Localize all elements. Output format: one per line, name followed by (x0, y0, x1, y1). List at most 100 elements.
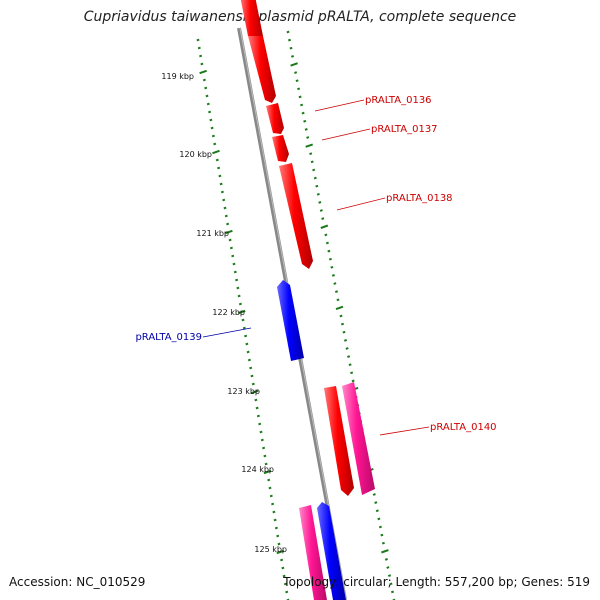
inner-tick-37 (244, 334, 248, 338)
inner-tick-44 (250, 389, 259, 395)
inner-tick-25 (228, 238, 232, 242)
gene-label-pRALTA_0139[interactable]: pRALTA_0139 (135, 332, 202, 343)
outer-tick-30 (331, 274, 335, 277)
outer-tick-11 (303, 119, 307, 123)
inner-tick-66 (281, 566, 285, 570)
outer-tick-27 (327, 249, 331, 253)
inner-tick-51 (262, 446, 266, 450)
outer-tick-3 (290, 54, 295, 58)
inner-tick-28 (232, 262, 236, 266)
outer-tick-26 (325, 241, 329, 245)
outer-tick-25 (324, 233, 328, 237)
gene-arrow-pRALTA_0140a[interactable] (324, 386, 354, 496)
outer-tick-34 (335, 305, 344, 311)
inner-tick-21 (223, 206, 227, 210)
inner-tick-45 (254, 398, 258, 402)
inner-tick-58 (271, 502, 275, 506)
outer-tick-24 (320, 224, 329, 229)
inner-tick-69 (285, 590, 289, 594)
map-title: Cupriavidus taiwanensis plasmid pRALTA, … (83, 9, 517, 25)
gene-label-pRALTA_0137[interactable]: pRALTA_0137 (371, 124, 438, 135)
gene-arrow-pRALTA_0138[interactable] (279, 163, 313, 269)
outer-tick-16 (310, 160, 314, 164)
tick-label-122: 122 kbp (212, 308, 245, 317)
inner-tick-46 (255, 406, 259, 410)
inner-tick-8 (206, 102, 210, 106)
inner-tick-65 (280, 558, 284, 562)
inner-tick-5 (202, 78, 206, 82)
outer-tick-43 (351, 379, 355, 383)
inner-tick-38 (245, 342, 249, 346)
outer-tick-40 (347, 355, 351, 358)
outer-tick-35 (339, 314, 343, 318)
inner-tick-55 (267, 478, 271, 482)
gene-label-pRALTA_0140[interactable]: pRALTA_0140 (430, 422, 497, 433)
inner-tick-67 (282, 574, 286, 578)
inner-tick-47 (256, 414, 260, 418)
inner-tick-35 (241, 318, 245, 322)
inner-tick-36 (242, 326, 246, 330)
inner-tick-6 (204, 86, 208, 90)
outer-tick-33 (336, 298, 340, 302)
inner-tick-11 (210, 126, 214, 130)
gene-arrow-pRALTA_0136[interactable] (248, 36, 276, 103)
outer-tick-28 (328, 257, 332, 261)
outer-tick-69 (390, 590, 395, 594)
gene-arrow-pRALTA_0137a[interactable] (266, 103, 284, 134)
outer-tick-68 (389, 582, 393, 586)
inner-tick-16 (217, 166, 221, 170)
inner-tick-1 (197, 46, 201, 50)
inner-tick-18 (219, 182, 223, 186)
inner-tick-12 (211, 134, 215, 138)
outer-tick-8 (298, 95, 302, 99)
gene-arrow-blue-bottom[interactable] (317, 502, 346, 600)
inner-tick-62 (276, 534, 280, 538)
gene-arrow-pink-bottom[interactable] (299, 505, 327, 600)
outer-tick-22 (319, 209, 323, 212)
outer-tick-59 (375, 509, 379, 513)
gene-arrow-unlabeled-top[interactable] (240, 0, 263, 36)
inner-tick-68 (283, 582, 287, 586)
outer-tick-9 (300, 103, 304, 107)
gene-arrow-pRALTA_0140b[interactable] (342, 382, 375, 495)
outer-tick-65 (384, 558, 388, 561)
outer-tick-60 (377, 517, 381, 521)
inner-tick-3 (200, 62, 204, 66)
outer-tick-63 (381, 541, 385, 545)
outer-tick-29 (330, 265, 334, 269)
outer-tick-39 (345, 347, 349, 350)
outer-tick-18 (313, 176, 317, 180)
outer-tick-15 (309, 152, 313, 156)
inner-tick-0 (196, 38, 200, 42)
inner-tick-14 (212, 149, 220, 155)
inner-tick-64 (276, 549, 285, 555)
inner-tick-31 (236, 286, 240, 290)
tick-label-124: 124 kbp (241, 465, 274, 474)
sequence-summary: Topology: circular; Length: 557,200 bp; … (283, 575, 590, 589)
inner-tick-23 (226, 222, 230, 226)
inner-tick-15 (215, 158, 219, 162)
inner-tick-20 (222, 198, 226, 202)
inner-tick-9 (208, 110, 212, 114)
inner-tick-26 (229, 246, 233, 250)
gene-arrow-pRALTA_0139[interactable] (277, 280, 304, 361)
outer-tick-1 (287, 38, 292, 42)
outer-tick-7 (297, 87, 301, 91)
inner-tick-34 (237, 309, 246, 315)
gene-arrow-pRALTA_0137b[interactable] (272, 135, 289, 162)
inner-tick-41 (249, 366, 253, 370)
outer-tick-10 (301, 111, 305, 115)
gene-label-pRALTA_0136[interactable]: pRALTA_0136 (365, 95, 432, 106)
outer-tick-31 (333, 282, 337, 285)
inner-tick-40 (247, 358, 251, 362)
outer-tick-5 (294, 71, 298, 74)
outer-tick-66 (386, 566, 390, 569)
outer-tick-58 (374, 501, 378, 504)
outer-tick-13 (306, 136, 310, 139)
outer-tick-61 (378, 525, 382, 529)
gene-label-pRALTA_0138[interactable]: pRALTA_0138 (386, 193, 453, 204)
inner-tick-29 (233, 270, 237, 274)
outer-tick-2 (289, 46, 293, 50)
outer-tick-38 (343, 338, 348, 342)
tick-label-125: 125 kbp (254, 545, 287, 554)
